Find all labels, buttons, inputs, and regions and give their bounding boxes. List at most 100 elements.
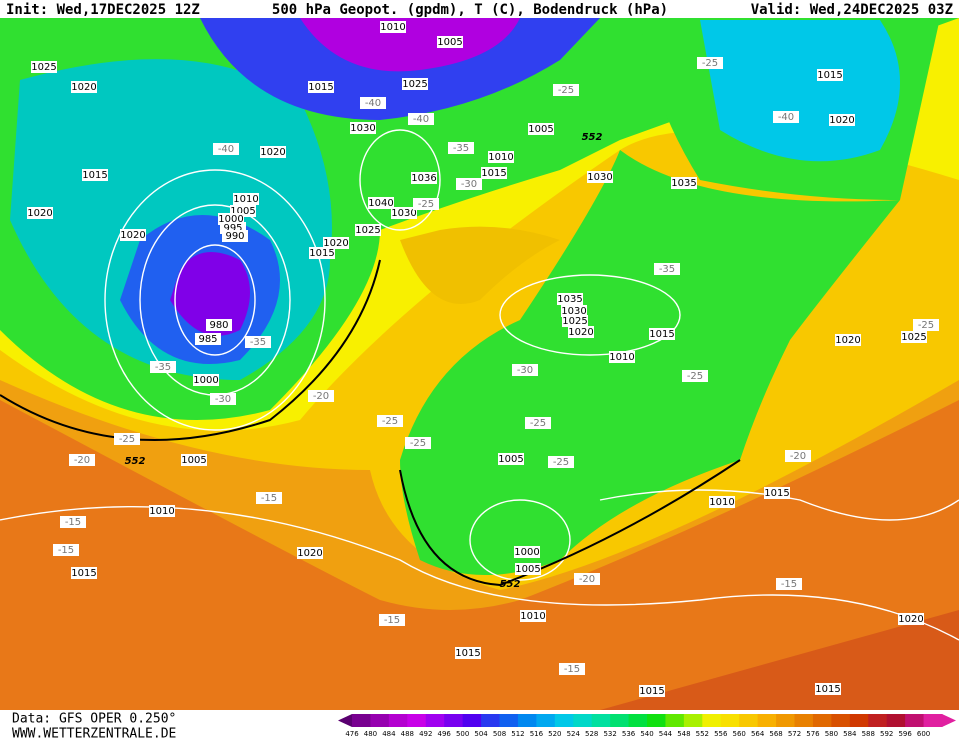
temperature-label: -25 [410, 438, 426, 449]
isobar-label: 1030 [350, 123, 375, 134]
label-box [561, 305, 587, 317]
label-box [815, 683, 841, 695]
label-box [520, 610, 546, 622]
colorbar-label: 564 [751, 730, 765, 738]
isobar-label: 1025 [402, 79, 427, 90]
colorbar-label: 504 [474, 730, 488, 738]
label-box [27, 207, 53, 219]
isobar-label: 1036 [411, 173, 436, 184]
colorbar-swatch [683, 714, 703, 727]
label-box [379, 614, 405, 626]
label-box [609, 351, 635, 363]
label-box [71, 567, 97, 579]
isobar-label: 1000 [193, 375, 218, 386]
label-box [120, 229, 146, 241]
isobar-label: 980 [209, 320, 228, 331]
label-box [150, 361, 176, 373]
temperature-label: -30 [517, 365, 533, 376]
label-box [405, 437, 431, 449]
colorbar-label: 584 [843, 730, 857, 738]
temperature-label: -35 [250, 337, 266, 348]
label-box [437, 36, 463, 48]
label-box [901, 331, 927, 343]
isobar-label: 1020 [829, 115, 854, 126]
isobar [104, 169, 326, 431]
label-box [562, 315, 588, 327]
label-box [309, 247, 335, 259]
colorbar-swatch [849, 714, 869, 727]
colorbar-swatch [812, 714, 832, 727]
colorbar-swatch [739, 714, 759, 727]
isobar-label: 1010 [488, 152, 513, 163]
colorbar-swatch [554, 714, 574, 727]
isobar-label: 1000 [218, 214, 243, 225]
colorbar-label: 600 [917, 730, 930, 738]
isobar-label: 1015 [308, 82, 333, 93]
colorbar-label: 480 [364, 730, 377, 738]
label-box [377, 415, 403, 427]
label-box [835, 334, 861, 346]
colorbar-swatch [831, 714, 851, 727]
label-box [654, 263, 680, 275]
isobar-label: 1020 [71, 82, 96, 93]
isobar-label: 1010 [709, 497, 734, 508]
label-box [213, 143, 239, 155]
colorbar-swatch [647, 714, 666, 727]
label-box [587, 171, 613, 183]
isobar-label: 1020 [323, 238, 348, 249]
temperature-label: -25 [558, 85, 574, 96]
label-box [697, 57, 723, 69]
label-box [233, 193, 259, 205]
temperature-label: -15 [65, 517, 81, 528]
colorbar-swatch [444, 714, 464, 727]
isobar-label: 1010 [233, 194, 258, 205]
temperature-label: -25 [119, 434, 135, 445]
colorbar-label: 552 [696, 730, 709, 738]
label-box [222, 230, 248, 242]
isobar-label: 1005 [437, 37, 462, 48]
map-title: 500 hPa Geopot. (gpdm), T (C), Bodendruc… [272, 2, 668, 18]
label-box [488, 151, 514, 163]
temperature-label: -35 [155, 362, 171, 373]
label-box [391, 207, 417, 219]
isobar-label: 1035 [557, 294, 582, 305]
label-box [528, 123, 554, 135]
contour-552 [399, 459, 741, 587]
label-box [149, 505, 175, 517]
colorbar-swatch [536, 714, 556, 727]
colorbar-label: 588 [862, 730, 875, 738]
isobar-label: 1020 [568, 327, 593, 338]
label-box [898, 613, 924, 625]
colorbar-label: 496 [438, 730, 452, 738]
isobar-label: 1010 [609, 352, 634, 363]
label-box [559, 663, 585, 675]
label-box [323, 237, 349, 249]
colorbar-swatch [610, 714, 630, 727]
isobar-label: 1020 [120, 230, 145, 241]
colorbar-label: 512 [511, 730, 524, 738]
colorbar-swatch [794, 714, 814, 727]
isobar-label: 1030 [561, 306, 586, 317]
colorbar-label: 488 [401, 730, 414, 738]
label-box [553, 84, 579, 96]
colorbar-swatch [757, 714, 777, 727]
temperature-label: -25 [702, 58, 718, 69]
label-box [408, 113, 434, 125]
isobar [174, 244, 256, 356]
init-time: Init: Wed,17DEC2025 12Z [6, 2, 200, 18]
colorbar-label: 580 [825, 730, 838, 738]
colorbar-swatch [776, 714, 795, 727]
isobar-label: 1030 [391, 208, 416, 219]
colorbar-label: 524 [567, 730, 581, 738]
colorbar-label: 500 [456, 730, 469, 738]
isobar-label: 1000 [514, 547, 539, 558]
isobar-label: 1015 [71, 568, 96, 579]
green-area-europe [400, 150, 900, 575]
colorbar: 476 480 484 488 492 496 500 504 508 512 516 520 524 5… [338, 714, 956, 738]
label-box [455, 647, 481, 659]
colorbar-swatch [407, 714, 427, 727]
label-box [817, 69, 843, 81]
isobar-label: 1025 [355, 225, 380, 236]
label-box [360, 97, 386, 109]
label-box [82, 169, 108, 181]
